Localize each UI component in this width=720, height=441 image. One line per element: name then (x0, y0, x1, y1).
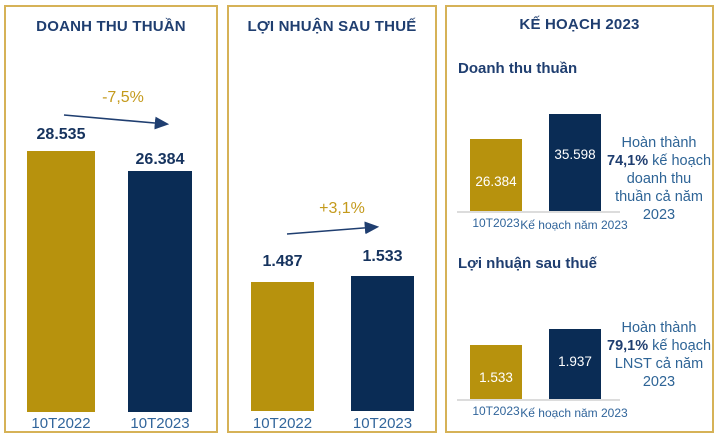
plan-profit-bar-target (549, 329, 601, 399)
up-trend-arrow-icon (286, 221, 380, 235)
net-revenue-panel: DOANH THU THUẦN -7,5% 28.535 26.384 10T2… (4, 5, 218, 433)
plan-revenue-axis-label-10t2023: 10T2023 (472, 216, 520, 230)
plan-profit-axis-label-10t2023: 10T2023 (472, 404, 520, 418)
plan-profit-axis-baseline (457, 399, 620, 401)
plan-profit-value-10t2023: 1.533 (479, 370, 513, 385)
note-suffix: kế hoạch LNST cả năm 2023 (614, 338, 712, 390)
down-trend-arrow-icon (63, 114, 170, 130)
plan-profit-completion-note: Hoàn thành 79,1% kế hoạch LNST cả năm 20… (607, 319, 711, 391)
profit-after-tax-bar-10t2023 (351, 276, 414, 411)
net-revenue-change-label: -7,5% (102, 89, 144, 106)
profit-after-tax-value-10t2022: 1.487 (262, 253, 303, 270)
net-revenue-axis-label-10t2023: 10T2023 (130, 415, 190, 432)
note-percent: 74,1% (607, 153, 649, 169)
plan-revenue-bar-target (549, 114, 601, 211)
profit-after-tax-bar-10t2022 (251, 282, 314, 411)
plan-profit-bar-10t2023 (470, 345, 522, 399)
net-revenue-title: DOANH THU THUẦN (36, 18, 186, 35)
profit-after-tax-axis-label-10t2023: 10T2023 (352, 415, 413, 432)
plan-revenue-bar-10t2023 (470, 139, 522, 211)
plan-profit-heading: Lợi nhuận sau thuế (458, 255, 597, 272)
plan-revenue-axis-label-target: Kế hoạch năm 2023 (520, 218, 628, 232)
plan-revenue-completion-note: Hoàn thành 74,1% kế hoạch doanh thu thuầ… (607, 134, 711, 224)
note-prefix: Hoàn thành (621, 320, 697, 336)
plan-2023-title: KẾ HOẠCH 2023 (519, 16, 640, 33)
net-revenue-bar-10t2022 (27, 151, 95, 412)
plan-profit-axis-label-target: Kế hoạch năm 2023 (520, 406, 628, 420)
net-revenue-value-10t2022: 28.535 (36, 126, 86, 143)
profit-after-tax-axis-label-10t2022: 10T2022 (252, 415, 313, 432)
net-revenue-bar-10t2023 (128, 171, 192, 412)
profit-after-tax-panel: LỢI NHUẬN SAU THUẾ +3,1% 1.487 1.533 10T… (227, 5, 437, 433)
plan-profit-value-target: 1.937 (558, 354, 592, 369)
plan-2023-panel: KẾ HOẠCH 2023 Doanh thu thuần 26.384 35.… (445, 5, 714, 433)
plan-revenue-axis-baseline (457, 211, 620, 213)
profit-after-tax-value-10t2023: 1.533 (362, 248, 403, 265)
note-suffix: kế hoạch doanh thu thuần cả năm 2023 (615, 153, 712, 223)
note-percent: 79,1% (607, 338, 649, 354)
plan-revenue-heading: Doanh thu thuần (458, 60, 578, 77)
profit-after-tax-title: LỢI NHUẬN SAU THUẾ (247, 18, 417, 35)
net-revenue-value-10t2023: 26.384 (135, 151, 185, 168)
net-revenue-axis-label-10t2022: 10T2022 (31, 415, 91, 432)
note-prefix: Hoàn thành (621, 135, 697, 151)
profit-after-tax-change-label: +3,1% (319, 200, 365, 217)
plan-revenue-value-target: 35.598 (554, 147, 596, 162)
plan-revenue-value-10t2023: 26.384 (475, 174, 517, 189)
